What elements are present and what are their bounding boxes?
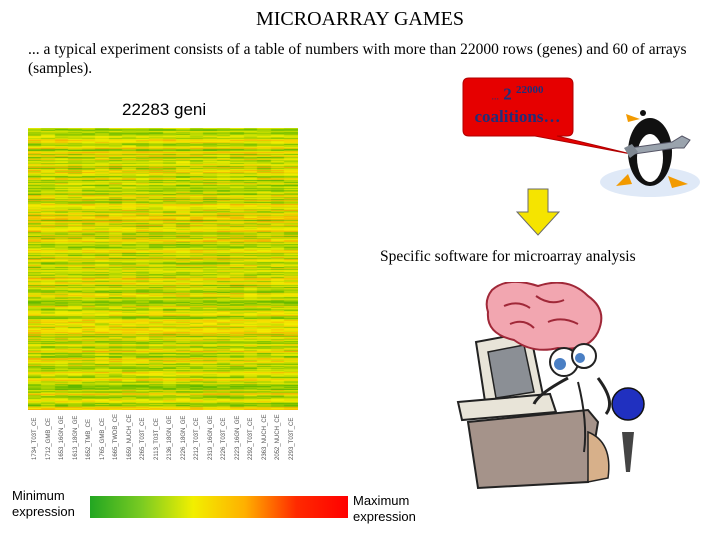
legend-maximum-line2: expression [353,509,416,524]
sample-label-text: 1765_GMB_CE [99,417,106,460]
sample-label-text: 1613_18GN_GE [72,415,79,460]
sample-label-text: 2292_T03T_CE [248,417,254,460]
sample-label: 2226_T03T_CE [219,412,229,460]
sample-label: 1659_NUCH_CE [125,412,135,460]
penguin-mascot-icon [600,105,700,197]
sample-label: 1734_T03T_CE [30,412,40,460]
sample-label-text: 1652_TMB_CE [86,418,92,460]
brain-at-computer-illustration [456,282,645,490]
legend-minimum-line1: Minimum [12,488,65,503]
sample-label-text: 2212_T03T_CE [194,417,200,460]
down-arrow-icon [516,188,560,236]
legend-maximum-line1: Maximum [353,493,410,508]
bubble-word: coalitions… [474,106,561,126]
legend-maximum: Maximum expression [353,493,416,525]
sample-label: 1652_TMB_CE [84,412,94,460]
sample-label-text: 2319_16GN_GE [207,415,214,460]
heatmap-label: 22283 geni [122,100,207,119]
sample-label-text: 2136_18GN_GE [167,415,173,460]
expression-heatmap [28,128,298,410]
sample-label-text: 2363_NUCH_CE [261,414,268,460]
sample-label-text: 2052_NUCH_CE [275,414,281,460]
sample-label: 1665_TWDB_CE [111,412,121,460]
sample-label: 2136_18GN_GE [165,412,175,460]
sample-label-text: 1653_16GN_GE [59,415,65,460]
sample-label-text: 2293_T03T_CE [288,417,295,460]
speech-bubble [462,77,632,155]
sample-label-text: 2265_T03T_CE [140,417,146,460]
legend-minimum: Minimum expression [12,488,75,520]
sample-label-text: 2223_16GN_GE [234,415,241,460]
software-caption: Specific software for microarray analysi… [380,248,636,265]
sample-label: 2052_NUCH_CE [273,412,283,460]
sample-label: 2363_NUCH_CE [260,412,270,460]
sample-label-text: 1734_T03T_CE [32,417,38,460]
intro-text: ... a typical experiment consists of a t… [28,41,687,77]
sample-label-text: 2226_18GN_GE [180,415,187,460]
sample-label: 2223_16GN_GE [233,412,243,460]
expression-color-scale [90,496,348,518]
bubble-base: 2 [503,84,512,104]
sample-label: 1712_GMB_CE [44,412,54,460]
sample-labels: 1734_T03T_CE 1712_GMB_CE 1653_16GN_GE 1613_… [28,412,298,462]
bubble-exponent: 22000 [516,84,544,96]
bubble-formula: ... 2 22000 [460,84,575,105]
sample-label: 2226_18GN_GE [179,412,189,460]
legend-minimum-line2: expression [12,504,75,519]
sample-label-text: 1659_NUCH_CE [126,414,133,460]
sample-label: 2265_T03T_CE [138,412,148,460]
sample-label: 2212_T03T_CE [192,412,202,460]
sample-label: 2293_T03T_CE [287,412,297,460]
sample-label: 1613_18GN_GE [71,412,81,460]
sample-label-text: 1665_TWDB_CE [113,413,119,460]
sample-label: 2319_16GN_GE [206,412,216,460]
sample-label: 1653_16GN_GE [57,412,67,460]
bubble-prefix: ... [491,91,500,103]
sample-label: 1765_GMB_CE [98,412,108,460]
slide-title: MICROARRAY GAMES [255,8,464,30]
sample-label-text: 2113_T03T_CE [153,418,160,460]
sample-label-text: 2226_T03T_CE [221,417,227,460]
sample-label: 2292_T03T_CE [246,412,256,460]
sample-label-text: 1712_GMB_CE [45,417,52,460]
speech-bubble-text: ... 2 22000 coalitions… [460,84,575,127]
sample-label: 2113_T03T_CE [152,412,162,460]
